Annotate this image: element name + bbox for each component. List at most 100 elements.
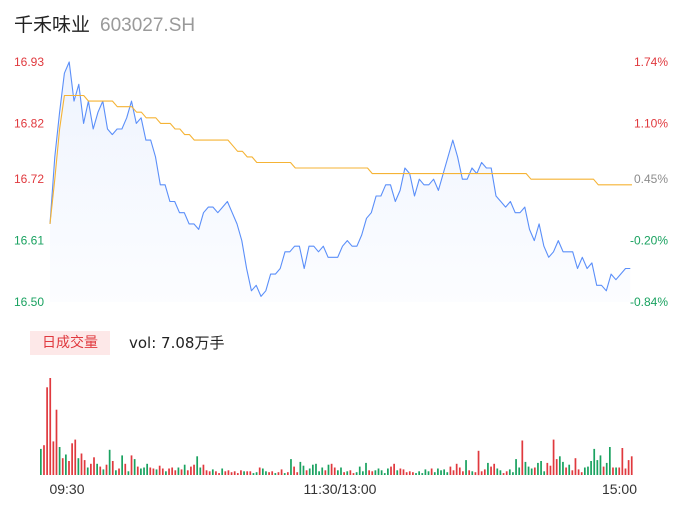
volume-bar	[249, 471, 252, 475]
volume-bar	[446, 472, 449, 475]
volume-bar	[324, 470, 327, 475]
volume-bar	[608, 447, 611, 475]
x-tick-label: 15:00	[602, 481, 637, 497]
volume-bar	[52, 441, 55, 475]
volume-tab[interactable]: 日成交量	[30, 331, 110, 355]
volume-bar	[265, 471, 267, 475]
volume-bar	[233, 471, 236, 475]
volume-bar	[615, 467, 617, 475]
volume-bar	[155, 469, 158, 475]
volume-bar	[396, 470, 399, 475]
volume-bar	[174, 470, 177, 475]
x-tick-label: 09:30	[49, 481, 84, 497]
volume-bar	[621, 448, 624, 475]
volume-bar	[86, 467, 89, 475]
volume-bar	[449, 466, 452, 475]
volume-bar	[296, 472, 299, 475]
price-area	[50, 62, 631, 302]
volume-bar	[161, 468, 164, 475]
volume-bar	[499, 470, 502, 475]
volume-bar	[96, 463, 98, 475]
volume-bar	[602, 466, 605, 475]
volume-bar	[424, 469, 427, 475]
volume-bar	[365, 462, 367, 475]
volume-bar	[540, 461, 542, 475]
y-tick-label: 16.82	[14, 116, 44, 130]
volume-bar	[318, 471, 320, 475]
volume-bar	[483, 469, 486, 475]
volume-bar	[518, 467, 521, 475]
volume-bar	[149, 467, 152, 475]
volume-bar	[183, 464, 186, 475]
volume-bar	[243, 471, 245, 475]
volume-bar	[205, 470, 208, 475]
volume-bar	[368, 470, 370, 475]
volume-bar	[271, 471, 274, 475]
volume-bar	[493, 463, 496, 475]
volume-bar	[102, 469, 105, 475]
volume-bar	[199, 467, 202, 475]
volume-bar	[374, 470, 377, 475]
volume-bar	[65, 454, 67, 475]
y-right-tick-label: 0.45%	[634, 172, 668, 186]
volume-bar	[355, 472, 358, 475]
volume-bar	[593, 448, 596, 475]
volume-bar	[549, 465, 552, 475]
volume-bar	[408, 471, 411, 475]
volume-bar	[508, 469, 511, 475]
y-right-tick-label: 1.10%	[634, 116, 668, 130]
volume-bar	[286, 472, 289, 475]
volume-bar	[71, 443, 73, 475]
volume-bar	[587, 466, 589, 475]
volume-bar	[437, 468, 439, 475]
y-tick-label: 16.93	[14, 55, 44, 69]
volume-bar	[415, 473, 417, 475]
volume-bars	[40, 378, 633, 476]
volume-bar	[418, 471, 420, 475]
volume-bar	[630, 456, 633, 475]
volume-bar	[340, 467, 342, 475]
volume-bar	[43, 445, 45, 475]
volume-bar	[452, 470, 455, 475]
volume-bar	[177, 467, 180, 475]
volume-bar	[490, 466, 492, 475]
volume-bar	[168, 468, 170, 475]
volume-bar	[299, 461, 302, 475]
volume-bar	[471, 471, 474, 475]
y-right-tick-label: 1.74%	[634, 55, 668, 69]
volume-bar	[521, 440, 524, 475]
volume-bar	[115, 470, 117, 475]
volume-bar	[121, 455, 123, 475]
volume-bar	[236, 473, 239, 475]
volume-bar	[202, 464, 205, 475]
volume-bar	[512, 472, 514, 475]
volume-bar	[371, 471, 374, 475]
volume-bar	[443, 469, 446, 475]
x-axis: 09:30 11:30/13:00 15:00	[49, 481, 637, 497]
volume-bar	[618, 467, 621, 475]
volume-bar	[180, 469, 183, 475]
volume-bar	[562, 461, 564, 475]
volume-bar	[77, 458, 80, 475]
volume-bar	[130, 455, 133, 475]
volume-bar	[480, 471, 483, 475]
volume-bar	[462, 471, 464, 475]
y-axis-right: 1.74% 1.10% 0.45% -0.20% -0.84%	[630, 55, 668, 309]
volume-bar	[455, 463, 458, 475]
volume-bar	[140, 468, 142, 475]
volume-bar	[524, 461, 527, 475]
volume-bar	[143, 467, 145, 475]
volume-bar	[258, 467, 261, 475]
volume-bar	[171, 467, 174, 475]
y-tick-label: 16.72	[14, 172, 44, 186]
volume-bar	[433, 472, 436, 475]
volume-bar	[290, 459, 292, 475]
volume-bar	[305, 470, 308, 475]
volume-bar	[505, 471, 508, 475]
volume-bar	[583, 467, 586, 475]
volume-bar	[55, 409, 58, 475]
volume-bar	[380, 470, 383, 475]
volume-bar	[515, 459, 517, 475]
volume-bar	[186, 470, 189, 475]
volume-bar	[558, 456, 561, 475]
